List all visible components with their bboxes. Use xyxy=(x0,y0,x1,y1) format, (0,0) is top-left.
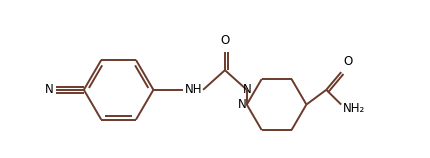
Text: NH: NH xyxy=(185,83,203,96)
Text: O: O xyxy=(220,34,230,47)
Text: N: N xyxy=(238,98,247,111)
Text: O: O xyxy=(343,55,353,68)
Text: NH₂: NH₂ xyxy=(343,102,366,115)
Text: N: N xyxy=(243,83,251,96)
Text: N: N xyxy=(45,83,54,96)
